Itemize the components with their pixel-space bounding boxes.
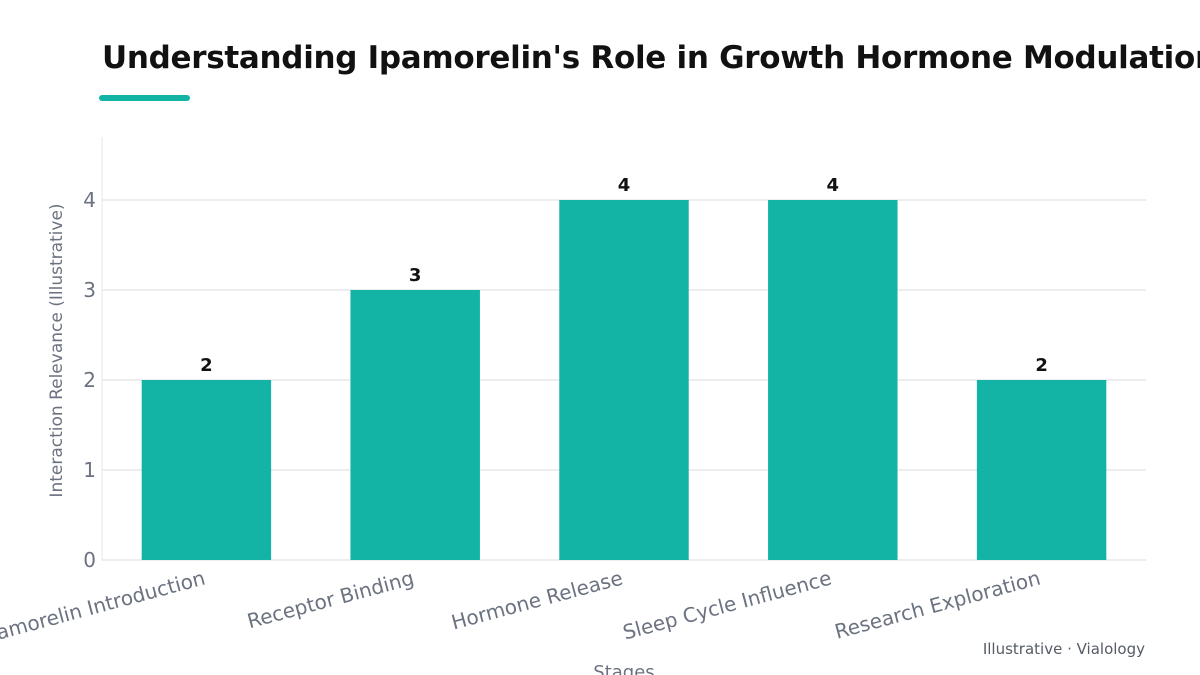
x-tick-label: Research Exploration bbox=[832, 566, 1043, 644]
chart-title: Understanding Ipamorelin's Role in Growt… bbox=[102, 40, 1200, 76]
value-labels: 2 3 4 4 2 bbox=[200, 175, 1048, 376]
x-axis-title: Stages bbox=[593, 662, 654, 675]
y-axis-title: Interaction Relevance (Illustrative) bbox=[47, 203, 67, 497]
bar bbox=[976, 380, 1107, 560]
bar-value-label: 2 bbox=[200, 355, 213, 376]
title-accent-bar bbox=[99, 95, 190, 101]
bars bbox=[141, 200, 1107, 560]
bar bbox=[559, 200, 689, 560]
x-tick-label: Ipamorelin Introduction bbox=[0, 566, 208, 650]
y-tick-label: 2 bbox=[83, 368, 96, 392]
x-tick-label: Hormone Release bbox=[449, 566, 626, 635]
y-tick-label: 4 bbox=[83, 188, 96, 212]
bar-value-label: 3 bbox=[409, 265, 422, 286]
bar-value-label: 2 bbox=[1035, 355, 1048, 376]
y-tick-label: 0 bbox=[83, 548, 96, 572]
x-tick-label: Receptor Binding bbox=[245, 566, 417, 634]
bar bbox=[768, 200, 898, 560]
y-tick-label: 3 bbox=[83, 278, 96, 302]
x-axis-ticks: Ipamorelin Introduction Receptor Binding H… bbox=[0, 566, 1043, 650]
bar-value-label: 4 bbox=[618, 175, 631, 196]
y-tick-label: 1 bbox=[83, 458, 96, 482]
bar bbox=[350, 290, 480, 560]
bar bbox=[141, 380, 272, 560]
x-tick-label: Sleep Cycle Influence bbox=[620, 566, 834, 645]
footer-credit: Illustrative · Vialology bbox=[982, 640, 1145, 658]
y-axis-ticks: 0 1 2 3 4 bbox=[83, 188, 96, 572]
bar-value-label: 4 bbox=[827, 175, 840, 196]
